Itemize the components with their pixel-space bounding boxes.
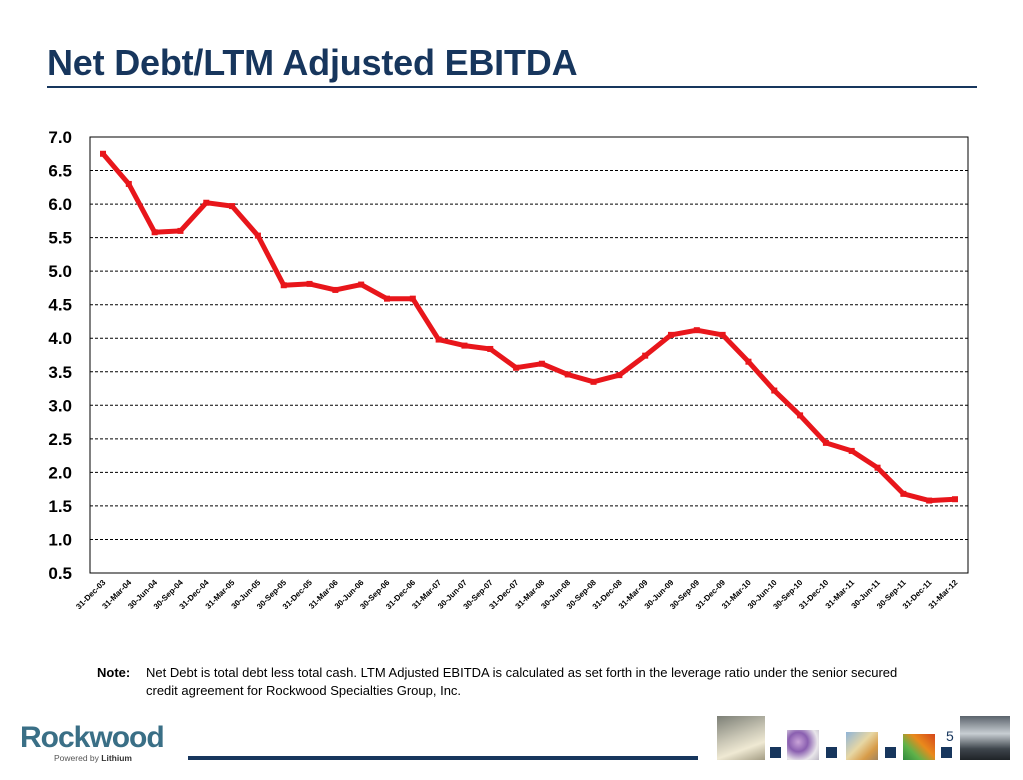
company-logo: Rockwood Powered by Lithium (20, 722, 175, 766)
crystals-thumbnail (787, 730, 819, 760)
y-tick-label: 6.5 (48, 162, 72, 181)
y-tick-label: 6.0 (48, 195, 72, 214)
title-underline (47, 86, 977, 88)
y-tick-label: 0.5 (48, 564, 72, 583)
pigments-thumbnail (903, 734, 935, 760)
data-point (280, 282, 287, 289)
data-point (384, 295, 390, 302)
note-text: Net Debt is total debt less total cash. … (146, 665, 898, 698)
logo-tagline-prefix: Powered by (54, 753, 99, 763)
data-point (668, 331, 674, 338)
footer-rule (188, 756, 698, 760)
data-point (590, 378, 597, 385)
y-tick-label: 2.0 (48, 463, 72, 482)
y-tick-label: 4.5 (48, 296, 72, 315)
data-point (409, 295, 416, 302)
y-tick-label: 4.0 (48, 329, 72, 348)
note-label: Note: (97, 665, 131, 680)
data-point (797, 412, 804, 419)
data-point (513, 364, 520, 371)
data-point (771, 387, 778, 394)
bullet-square-icon (941, 747, 952, 758)
data-point (564, 371, 571, 378)
data-point (926, 497, 933, 504)
data-point (125, 180, 132, 187)
slide-title: Net Debt/LTM Adjusted EBITDA (47, 42, 578, 83)
data-point (435, 336, 442, 343)
data-point (461, 342, 468, 349)
bullet-square-icon (826, 747, 837, 758)
logo-tagline: Powered by Lithium (54, 753, 132, 763)
page-number: 5 (946, 728, 954, 744)
y-tick-label: 1.5 (48, 497, 72, 516)
data-point (874, 464, 881, 471)
data-point (822, 439, 829, 446)
bullet-square-icon (770, 747, 781, 758)
y-tick-label: 5.5 (48, 229, 72, 248)
data-point (848, 447, 855, 454)
data-point (952, 496, 958, 503)
y-tick-label: 2.5 (48, 430, 72, 449)
data-point (100, 150, 106, 157)
leverage-line-chart: 7.0 6.5 6.0 5.5 5.0 4.5 4.0 3.5 3.0 2.5 2.0 1.5 1.0 0… (48, 128, 969, 611)
data-point (487, 345, 494, 352)
data-point (358, 281, 365, 288)
data-point (719, 331, 726, 338)
data-point (332, 286, 339, 293)
y-tick-label: 3.5 (48, 363, 72, 382)
data-point (538, 360, 545, 367)
plot-area-frame (89, 136, 969, 574)
y-tick-label: 3.0 (48, 396, 72, 415)
data-point (900, 490, 907, 497)
bullet-square-icon (885, 747, 896, 758)
data-point (254, 232, 261, 239)
data-point (745, 358, 752, 365)
y-tick-label: 7.0 (48, 128, 72, 147)
y-tick-label: 5.0 (48, 262, 72, 281)
materials-thumbnail (846, 732, 878, 760)
data-point (177, 227, 184, 234)
data-point (151, 229, 158, 236)
data-point (693, 327, 700, 334)
data-point (616, 372, 623, 379)
data-point (203, 199, 210, 206)
y-tick-label: 1.0 (48, 530, 72, 549)
data-point (306, 280, 313, 287)
data-point (642, 352, 649, 359)
car-thumbnail (960, 716, 1010, 760)
data-point (229, 203, 236, 210)
logo-tagline-brand: Lithium (101, 753, 132, 763)
logo-wordmark: Rockwood (20, 721, 165, 754)
lab-flask-thumbnail (717, 716, 765, 760)
series-line (100, 151, 958, 504)
